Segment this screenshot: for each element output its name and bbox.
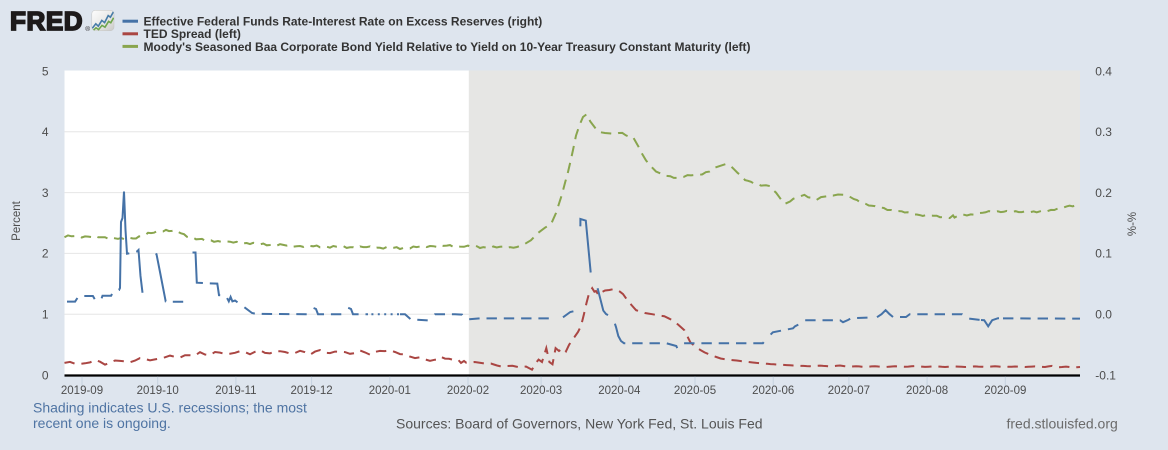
svg-text:0.0: 0.0 xyxy=(1095,308,1112,322)
svg-text:Moody's Seasoned Baa Corporate: Moody's Seasoned Baa Corporate Bond Yiel… xyxy=(144,40,751,54)
svg-text:2020-03: 2020-03 xyxy=(520,385,562,397)
svg-text:-0.1: -0.1 xyxy=(1095,368,1116,382)
svg-text:2020-09: 2020-09 xyxy=(984,385,1026,397)
svg-text:4: 4 xyxy=(42,125,49,139)
svg-text:Percent: Percent xyxy=(11,200,23,240)
svg-text:5: 5 xyxy=(42,64,49,78)
svg-text:2020-05: 2020-05 xyxy=(674,385,716,397)
svg-text:2020-08: 2020-08 xyxy=(906,385,948,397)
svg-text:TED Spread (left): TED Spread (left) xyxy=(144,27,241,41)
svg-text:Shading indicates U.S. recessi: Shading indicates U.S. recessions; the m… xyxy=(33,400,307,416)
svg-text:2019-11: 2019-11 xyxy=(215,385,256,397)
svg-text:0: 0 xyxy=(42,368,49,382)
svg-text:®: ® xyxy=(85,25,90,33)
svg-text:recent one is ongoing.: recent one is ongoing. xyxy=(33,415,171,431)
svg-text:0.3: 0.3 xyxy=(1095,125,1112,139)
svg-text:2019-09: 2019-09 xyxy=(61,385,103,397)
svg-text:2020-01: 2020-01 xyxy=(369,385,411,397)
svg-text:Sources: Board of Governors, N: Sources: Board of Governors, New York Fe… xyxy=(396,416,763,432)
svg-text:1: 1 xyxy=(42,308,49,322)
svg-text:0.4: 0.4 xyxy=(1095,64,1112,78)
svg-text:FRED: FRED xyxy=(10,6,83,36)
svg-text:0.1: 0.1 xyxy=(1095,247,1112,261)
svg-text:2019-12: 2019-12 xyxy=(290,385,332,397)
svg-text:2020-04: 2020-04 xyxy=(598,385,641,397)
svg-text:2: 2 xyxy=(42,247,49,261)
svg-text:%-%: %-% xyxy=(1127,212,1139,236)
svg-text:Effective Federal Funds Rate-I: Effective Federal Funds Rate-Interest Ra… xyxy=(144,15,543,29)
svg-text:3: 3 xyxy=(42,186,49,200)
svg-text:2020-06: 2020-06 xyxy=(752,385,794,397)
svg-text:2019-10: 2019-10 xyxy=(137,385,179,397)
svg-text:fred.stlouisfed.org: fred.stlouisfed.org xyxy=(1007,416,1118,432)
svg-text:2020-07: 2020-07 xyxy=(828,385,870,397)
svg-text:0.2: 0.2 xyxy=(1095,186,1112,200)
svg-text:2020-02: 2020-02 xyxy=(447,385,489,397)
